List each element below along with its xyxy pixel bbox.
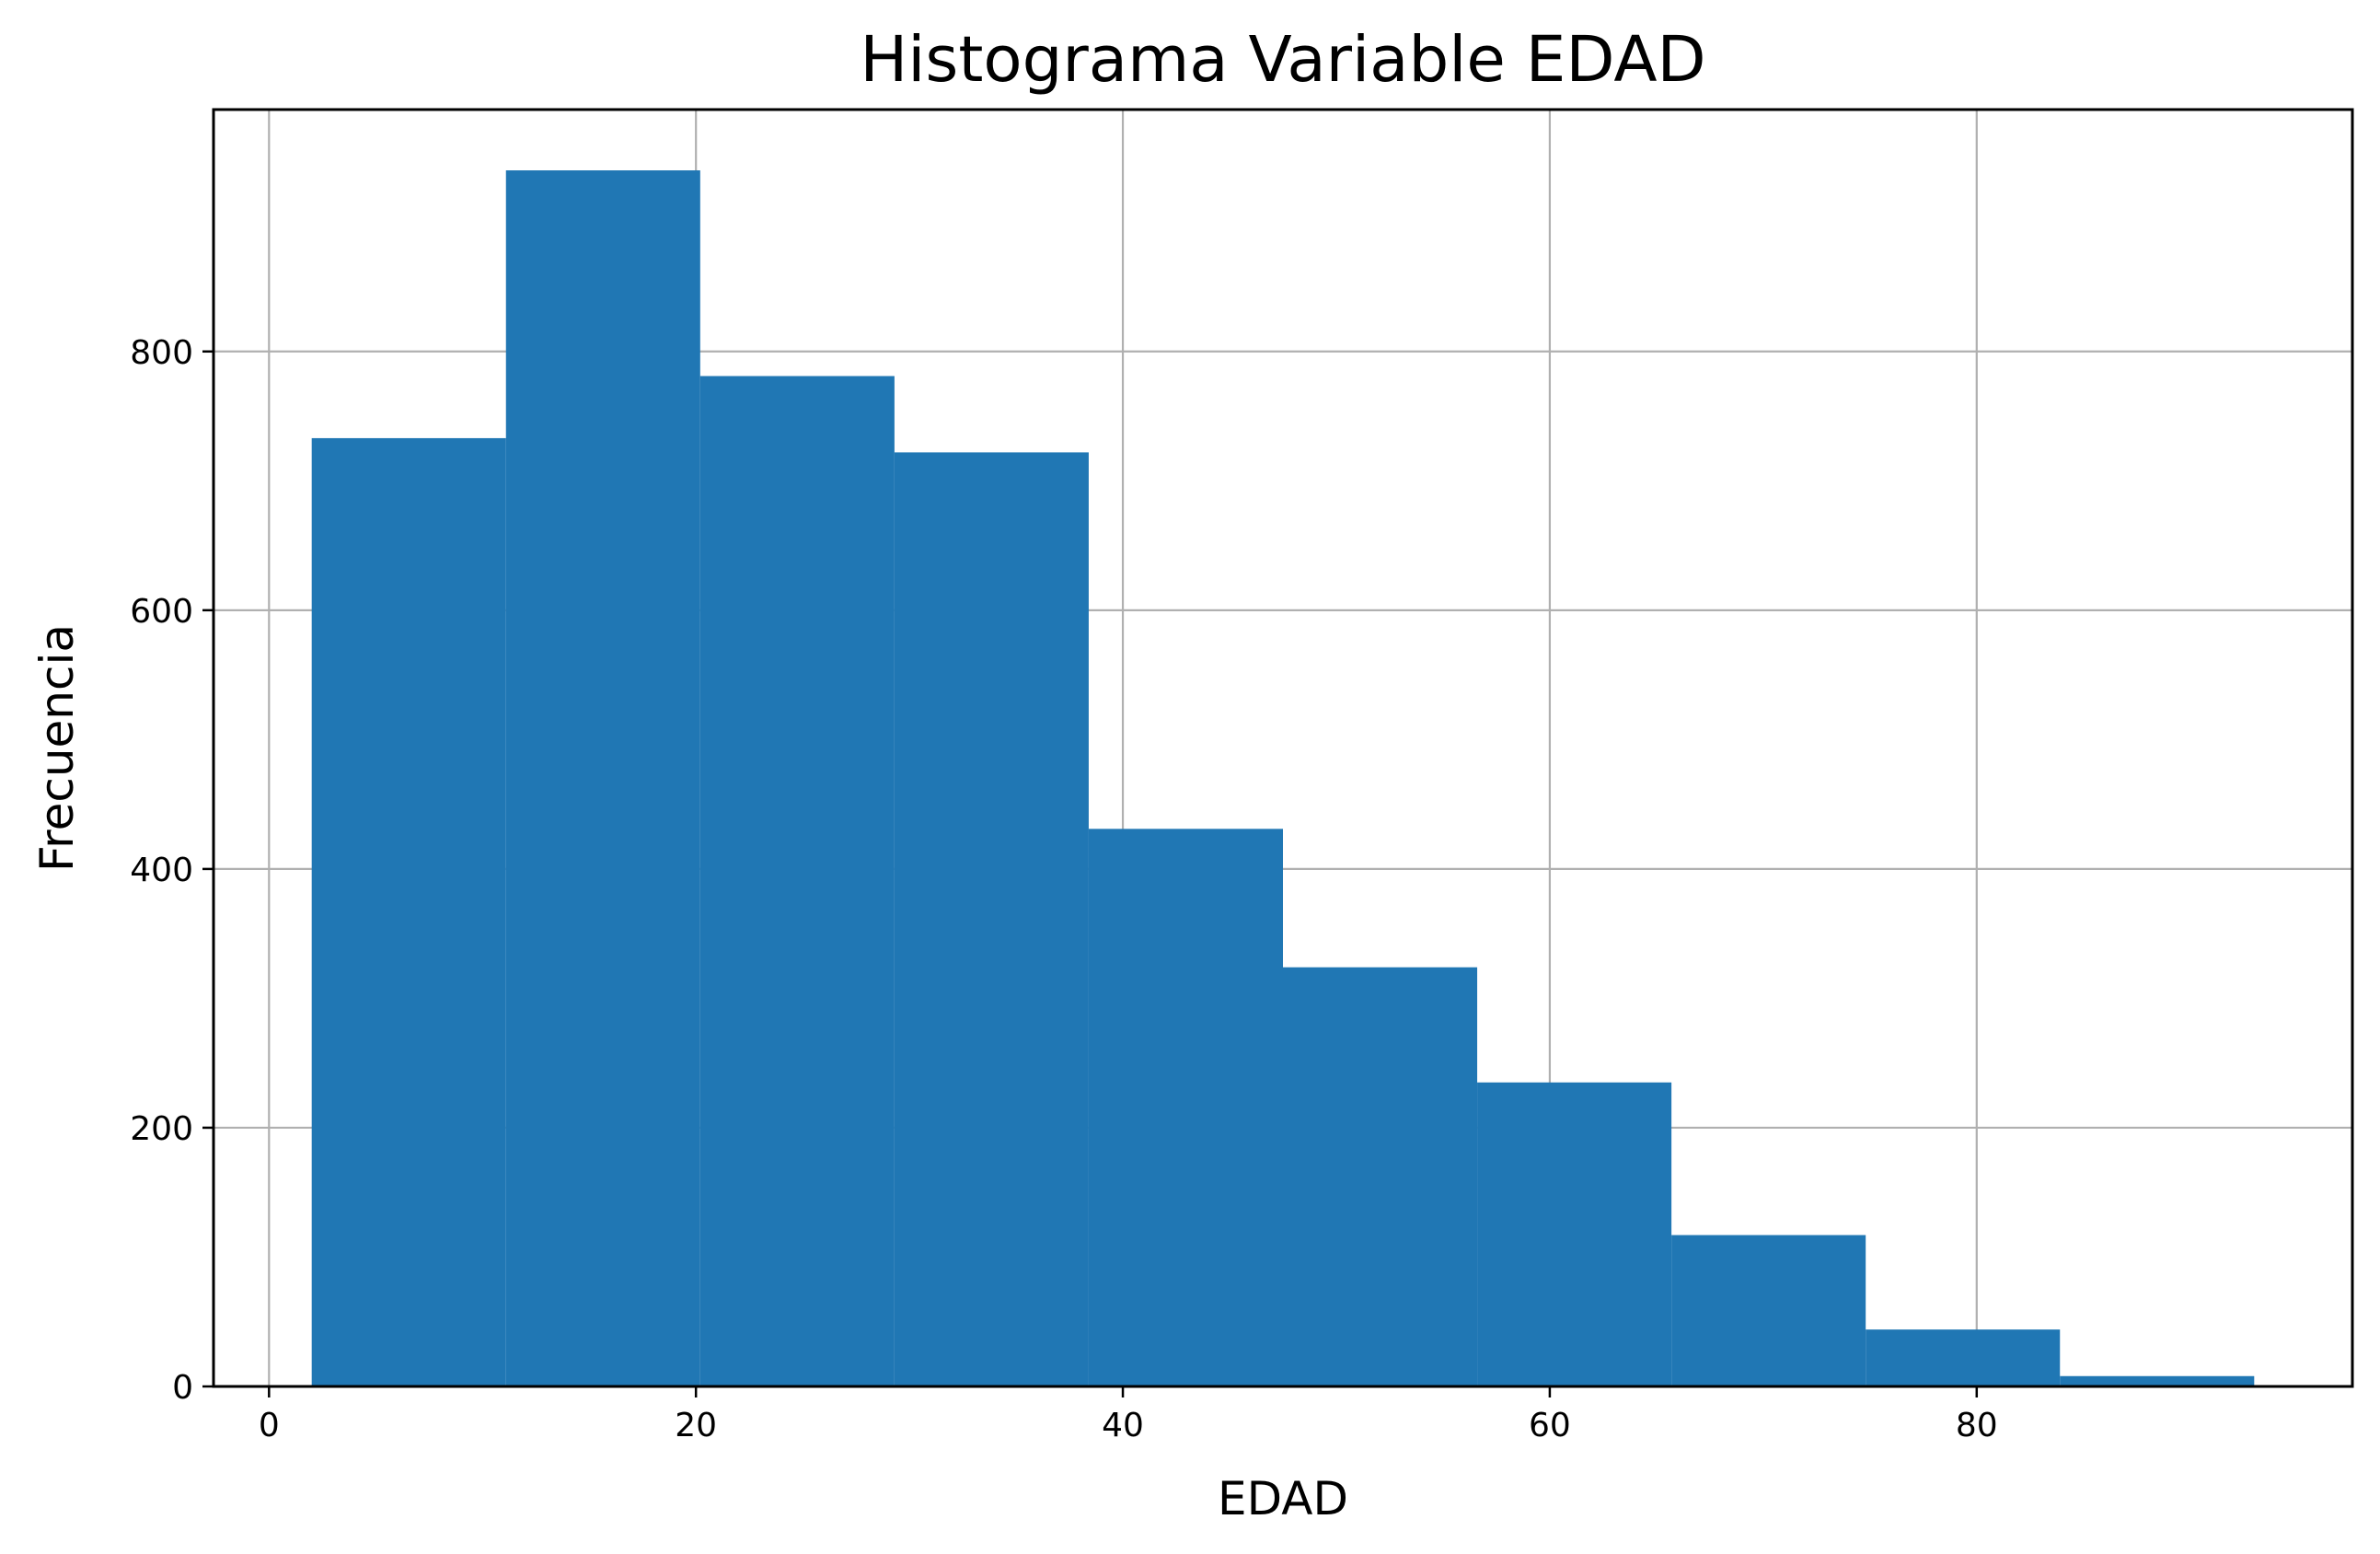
histogram-bar (1477, 1082, 1672, 1386)
y-tick-label: 400 (130, 852, 193, 889)
chart-title: Histograma Variable EDAD (860, 23, 1705, 97)
histogram-bar (1866, 1329, 2061, 1386)
y-axis-title: Frecuencia (30, 624, 84, 872)
histogram-bar (505, 170, 700, 1387)
histogram-bar (699, 376, 895, 1386)
x-tick-label: 20 (675, 1407, 717, 1444)
histogram-bar (2060, 1375, 2255, 1386)
plot-frame (212, 108, 2354, 1388)
y-tick-label: 800 (130, 334, 193, 372)
y-tick-label: 600 (130, 593, 193, 631)
x-tick-label: 80 (1956, 1407, 1998, 1444)
histogram-bar (311, 437, 506, 1386)
histogram-bar (1088, 829, 1283, 1386)
y-tick-label: 200 (130, 1110, 193, 1148)
y-tick-label: 0 (172, 1369, 193, 1407)
histogram-bars (311, 170, 2255, 1387)
x-tick-label: 40 (1102, 1407, 1144, 1444)
x-axis-title: EDAD (1218, 1472, 1348, 1525)
histogram-bar (894, 452, 1089, 1387)
x-tick-label: 60 (1529, 1407, 1571, 1444)
x-tick-label: 0 (259, 1407, 280, 1444)
histogram-bar (1671, 1235, 1866, 1386)
histogram-bar (1283, 967, 1478, 1386)
